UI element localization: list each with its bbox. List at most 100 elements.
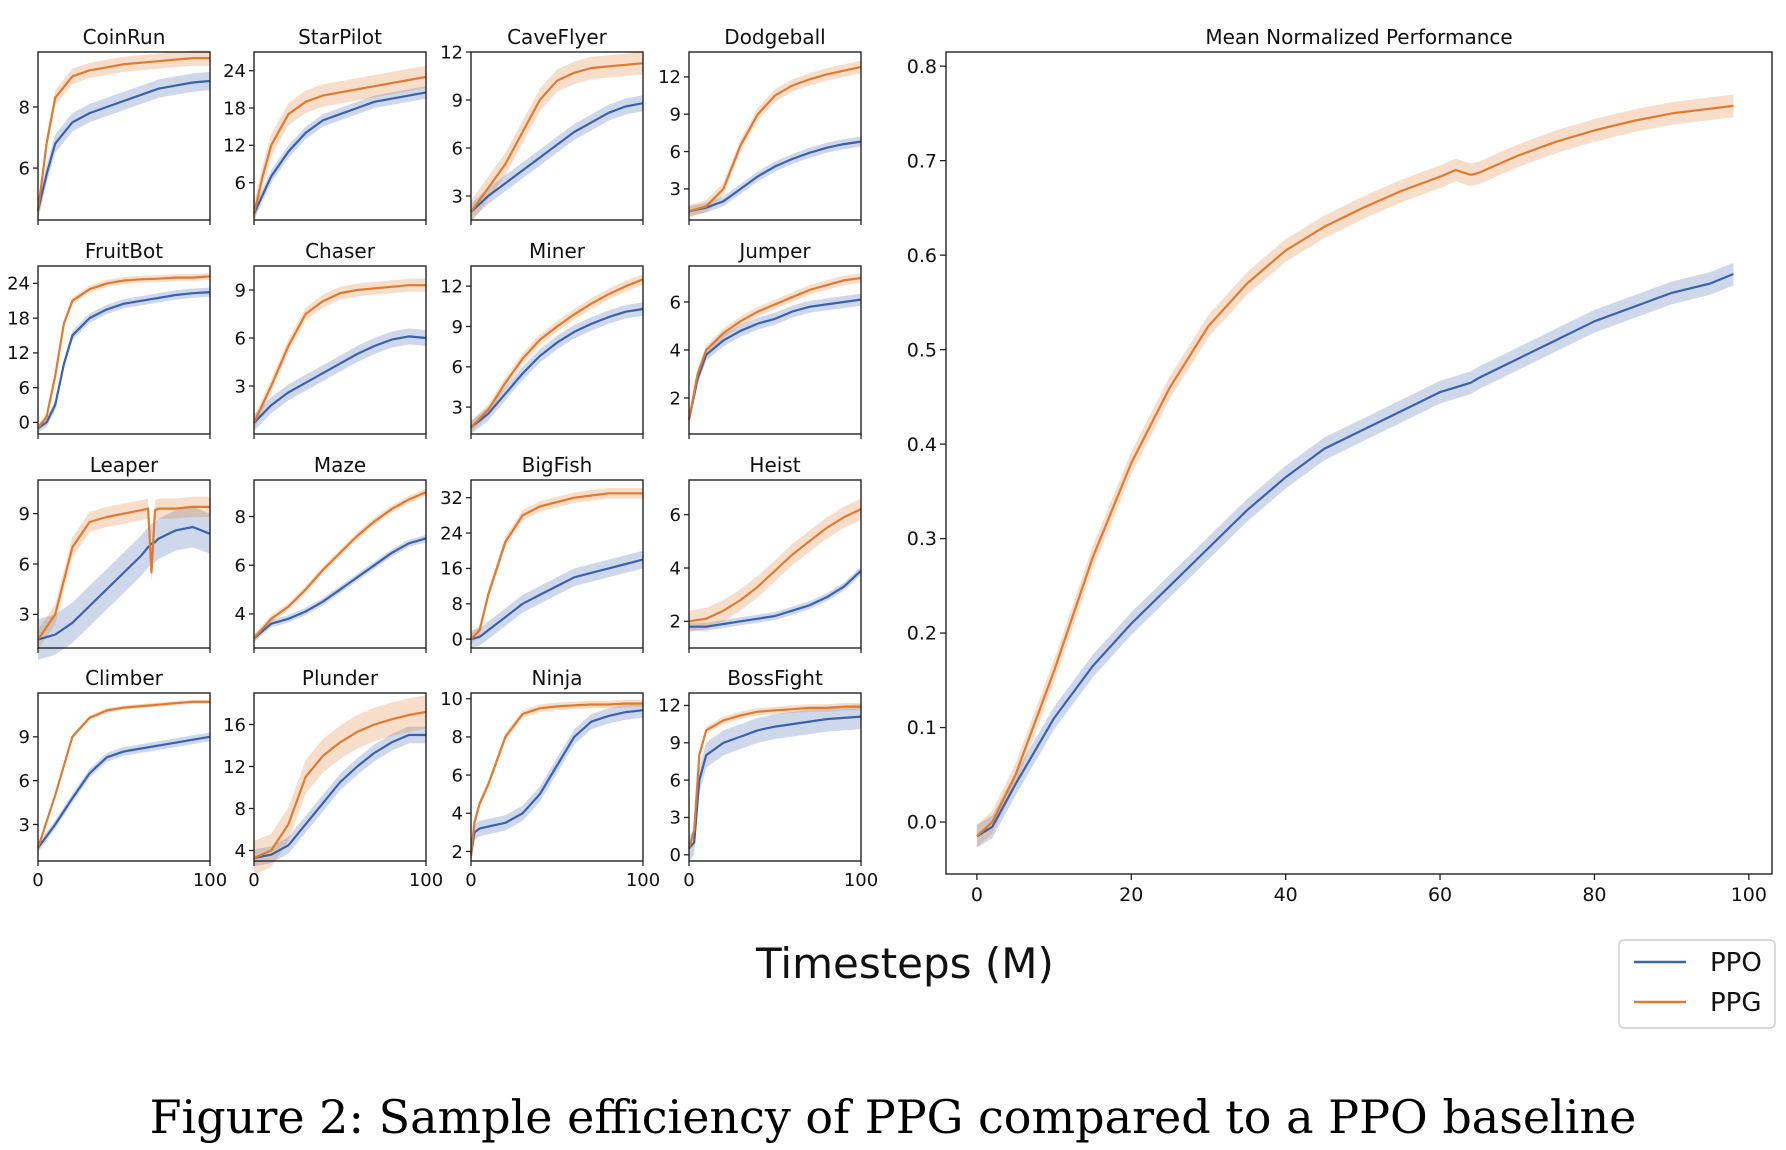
subplot-coinrun: 6 8 CoinRun <box>19 25 211 225</box>
subplot-title-miner: Miner <box>529 239 586 263</box>
y-tick-label: 3 <box>19 605 30 626</box>
series-ppo-jumper <box>687 298 862 420</box>
axes-frame-chaser <box>253 265 427 435</box>
band-ppo-chaser <box>254 328 426 431</box>
y-tick-label: 6 <box>452 765 463 786</box>
axes-frame-mean-normalized-performance <box>945 51 1773 875</box>
x-tick-label: 0 <box>465 870 476 891</box>
subplot-heist: 2 4 6 Heist <box>670 453 862 653</box>
y-tick-label: 0.4 <box>907 434 937 456</box>
y-tick-label: 6 <box>670 142 681 163</box>
y-tick-label: 0.0 <box>907 812 937 834</box>
subplot-title-dodgeball: Dodgeball <box>724 25 825 49</box>
axes-frame-caveflyer <box>470 51 644 221</box>
x-tick-label: 40 <box>1274 884 1298 906</box>
subplot-mean-normalized-performance: 0.0 0.1 0.2 0.3 0.4 0.5 0.6 0.7 0.8 0 20 40 60 80 100 M… <box>907 25 1773 906</box>
axes-frame-starpilot <box>253 51 427 221</box>
subplot-chaser: 3 6 9 Chaser <box>235 239 427 439</box>
y-tick-label: 0 <box>670 845 681 866</box>
subplot-starpilot: 6 12 18 24 StarPilot <box>223 25 427 225</box>
subplot-title-plunder: Plunder <box>302 666 379 690</box>
band-ppo-jumper <box>689 293 861 426</box>
subplot-title-caveflyer: CaveFlyer <box>507 25 608 49</box>
subplot-title-chaser: Chaser <box>305 239 376 263</box>
axes-frame-climber <box>37 692 211 862</box>
subplot-title-climber: Climber <box>85 666 164 690</box>
subplot-bigfish: 0 8 16 24 32 BigFish <box>440 453 644 653</box>
subplot-title-bigfish: BigFish <box>522 453 593 477</box>
y-tick-label: 9 <box>19 504 30 525</box>
y-tick-label: 0 <box>452 629 463 650</box>
y-tick-label: 9 <box>19 727 30 748</box>
band-ppg-dodgeball <box>689 60 861 218</box>
band-ppo-heist <box>689 566 861 631</box>
y-tick-label: 6 <box>670 770 681 791</box>
y-tick-label: 3 <box>670 808 681 829</box>
y-tick-label: 9 <box>452 317 463 338</box>
series-ppg-dodgeball <box>688 65 862 213</box>
series-ppg-climber <box>36 700 210 849</box>
series-ppg-leaper <box>37 505 210 641</box>
x-tick-label: 100 <box>193 870 227 891</box>
band-ppo-ninja <box>471 702 643 863</box>
series-ppg-miner <box>470 278 644 429</box>
x-tick-label: 100 <box>844 870 878 891</box>
y-tick-label: 6 <box>670 505 681 526</box>
y-tick-label: 8 <box>452 594 463 615</box>
subplot-title-ninja: Ninja <box>531 666 582 690</box>
axes-frame-heist <box>688 479 862 649</box>
band-ppo-miner <box>471 302 643 434</box>
axes-frame-maze <box>253 479 427 649</box>
series-ppo-bigfish <box>470 558 644 641</box>
series-ppo-mean-normalized-performance <box>976 272 1734 838</box>
y-tick-label: 24 <box>7 274 30 295</box>
y-tick-label: 24 <box>440 523 463 544</box>
x-tick-label: 100 <box>1731 884 1767 906</box>
subplot-jumper: 2 4 6 Jumper <box>670 239 862 439</box>
series-ppg-bossfight <box>687 705 861 849</box>
series-ppo-fruitbot <box>37 291 211 430</box>
band-ppo-bigfish <box>471 550 643 648</box>
y-tick-label: 3 <box>235 376 246 397</box>
mean-normalized-performance-panel: 0.0 0.1 0.2 0.3 0.4 0.5 0.6 0.7 0.8 0 20 40 60 80 100 M… <box>907 25 1773 906</box>
y-tick-label: 0.3 <box>907 528 937 550</box>
y-tick-label: 0 <box>19 413 30 434</box>
subplot-dodgeball: 3 6 9 12 Dodgeball <box>658 25 862 225</box>
y-tick-label: 9 <box>452 90 463 111</box>
y-tick-label: 6 <box>235 556 246 577</box>
subplot-title-mean-normalized-performance: Mean Normalized Performance <box>1205 25 1512 49</box>
y-tick-label: 0.6 <box>907 245 937 267</box>
figure-caption: Figure 2: Sample efficiency of PPG compa… <box>149 1090 1637 1144</box>
y-tick-label: 12 <box>658 696 681 717</box>
y-tick-label: 0.1 <box>907 717 937 739</box>
series-ppg-coinrun <box>36 56 210 211</box>
y-tick-label: 8 <box>235 799 246 820</box>
axes-frame-bigfish <box>470 479 644 649</box>
x-axis-label: Timesteps (M) <box>755 939 1054 988</box>
y-tick-label: 9 <box>235 280 246 301</box>
y-tick-label: 9 <box>670 733 681 754</box>
axes-frame-fruitbot <box>37 265 211 435</box>
series-ppo-starpilot <box>253 91 427 215</box>
series-ppo-bossfight <box>688 715 862 850</box>
y-tick-label: 10 <box>440 689 463 710</box>
y-tick-label: 12 <box>223 136 246 157</box>
y-tick-label: 0.8 <box>907 56 937 78</box>
y-tick-label: 12 <box>7 343 30 364</box>
band-ppg-ninja <box>471 699 643 860</box>
series-ppg-plunder <box>253 710 427 859</box>
band-ppo-bossfight <box>689 704 861 861</box>
y-tick-label: 4 <box>670 558 681 579</box>
subplot-title-coinrun: CoinRun <box>83 25 166 49</box>
subplot-title-maze: Maze <box>314 453 366 477</box>
series-ppg-jumper <box>687 276 862 420</box>
series-ppo-maze <box>253 537 427 640</box>
x-tick-label: 0 <box>32 870 43 891</box>
band-ppg-miner <box>471 274 643 433</box>
y-tick-label: 4 <box>235 604 246 625</box>
band-ppg-starpilot <box>254 65 426 225</box>
axes-frame-ninja <box>470 692 644 862</box>
axes-frame-plunder <box>253 692 427 862</box>
